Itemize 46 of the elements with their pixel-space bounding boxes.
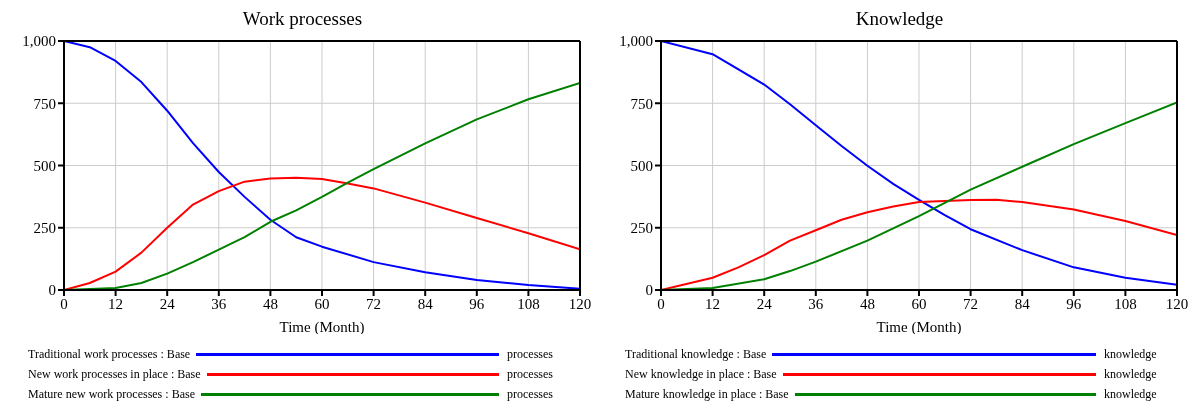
x-tick-label: 12 [705, 295, 721, 312]
text: knowledge [1104, 366, 1158, 382]
y-tick-label: 1,000 [22, 33, 56, 50]
y-tick-label: 0 [48, 282, 56, 299]
text: processes [507, 346, 554, 362]
y-tick-label: 250 [630, 220, 653, 237]
legend-label: Mature knowledge in place : Base [625, 386, 789, 402]
x-tick-label: 120 [568, 295, 592, 312]
x-tick-label: 24 [159, 295, 176, 312]
x-tick-label: 108 [1114, 295, 1137, 312]
x-tick-label: 48 [859, 295, 875, 312]
y-tick-label: 750 [33, 95, 56, 112]
x-tick-label: 36 [211, 295, 227, 312]
x-tick-label: 96 [469, 295, 485, 312]
x-tick-label: 60 [911, 295, 927, 312]
x-tick-label: 0 [657, 295, 665, 312]
text: knowledge [1104, 386, 1158, 402]
x-tick-label: 36 [808, 295, 824, 312]
x-tick-label: 24 [756, 295, 773, 312]
chart-title: Work processes [241, 8, 364, 31]
legend-label: Traditional knowledge : Base [625, 346, 767, 362]
x-tick-label: 12 [108, 295, 124, 312]
x-tick-label: 72 [963, 295, 979, 312]
text: processes [507, 386, 554, 402]
x-tick-label: 72 [366, 295, 382, 312]
y-tick-label: 0 [645, 282, 653, 299]
y-tick-label: 500 [630, 157, 653, 174]
y-tick-label: 250 [33, 220, 56, 237]
x-tick-label: 60 [314, 295, 330, 312]
text: knowledge [1104, 346, 1158, 362]
x-tick-label: 48 [262, 295, 278, 312]
chart-title: Knowledge [854, 8, 945, 31]
x-tick-label: 0 [60, 295, 68, 312]
legend-label: New work processes in place : Base [28, 366, 201, 382]
legend-label: New knowledge in place : Base [625, 366, 777, 382]
legend-label: Mature new work processes : Base [28, 386, 195, 402]
text: processes [507, 366, 554, 382]
x-tick-label: 120 [1165, 295, 1189, 312]
y-tick-label: 750 [630, 95, 653, 112]
x-tick-label: 96 [1066, 295, 1082, 312]
x-tick-label: 84 [1014, 295, 1031, 312]
x-tick-label: 108 [517, 295, 540, 312]
x-tick-label: 84 [417, 295, 434, 312]
legend-label: Traditional work processes : Base [28, 346, 191, 362]
y-tick-label: 1,000 [619, 33, 653, 50]
y-tick-label: 500 [33, 157, 56, 174]
